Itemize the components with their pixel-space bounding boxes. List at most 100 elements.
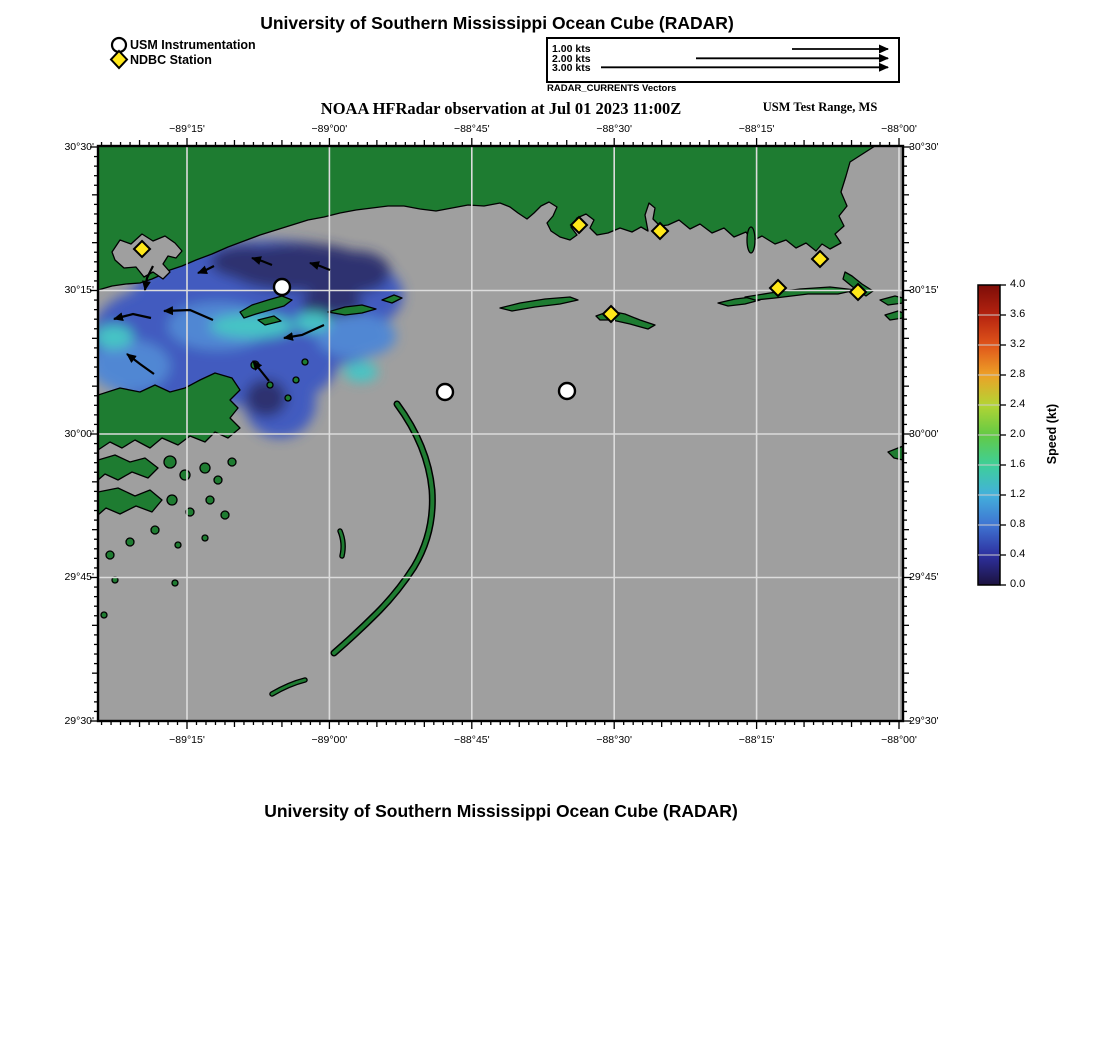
current-vector-arrow xyxy=(197,265,215,275)
marsh-islet xyxy=(201,534,209,542)
current-vectors xyxy=(113,256,331,382)
speed-patch xyxy=(210,245,282,279)
marsh-island xyxy=(98,372,241,451)
colorbar-tick-label: 1.2 xyxy=(1010,488,1026,500)
speed-patch xyxy=(245,379,287,417)
colorbar-tick-label: 2.4 xyxy=(1010,398,1026,410)
station-markers xyxy=(132,215,868,402)
scale-row-2: 2.00 kts xyxy=(552,52,591,65)
lon-label-top: −88°00' xyxy=(881,123,917,135)
lon-label-top: −88°30' xyxy=(596,123,633,135)
current-vector-arrow xyxy=(251,256,273,267)
lon-label-bottom: −89°00' xyxy=(311,734,348,746)
speed-patch xyxy=(210,314,294,338)
colorbar-tick-label: 3.2 xyxy=(1010,338,1026,350)
usm-instrument-marker xyxy=(272,277,292,297)
marsh-islet xyxy=(174,541,182,549)
marsh-islet xyxy=(199,462,211,474)
speed-patch xyxy=(98,325,133,349)
current-vector-arrow xyxy=(113,312,152,322)
legend-label-usm: USM Instrumentation xyxy=(130,38,256,52)
marsh-islet xyxy=(171,579,179,587)
islet xyxy=(284,394,292,402)
current-vector-arrow xyxy=(283,323,325,341)
range-label: USM Test Range, MS xyxy=(762,100,878,114)
lon-label-top: −89°15' xyxy=(169,123,205,135)
lon-label-top: −88°15' xyxy=(738,123,775,135)
marsh-island xyxy=(98,487,163,516)
usm-instrument-marker xyxy=(435,382,455,402)
lon-label-bottom: −89°15' xyxy=(169,734,205,746)
lon-label-bottom: −88°30' xyxy=(596,734,633,746)
island xyxy=(381,294,403,304)
page-title-bottom: University of Southern Mississippi Ocean… xyxy=(264,801,738,821)
lon-label-bottom: −88°00' xyxy=(881,734,917,746)
observation-subtitle: NOAA HFRadar observation at Jul 01 2023 … xyxy=(320,99,682,118)
map-frame xyxy=(96,144,905,723)
ndbc-station-marker xyxy=(810,249,830,269)
island-ship xyxy=(499,296,579,312)
colorbar-tick-label: 2.8 xyxy=(1010,368,1026,380)
colorbar-tick-label: 2.0 xyxy=(1010,428,1026,440)
usm-instrument-marker xyxy=(557,381,577,401)
lat-label-right: 29°45' xyxy=(909,571,939,583)
marsh-islet xyxy=(166,494,178,506)
marsh-island xyxy=(98,454,159,481)
marsh-islet xyxy=(125,537,135,547)
island xyxy=(257,315,282,326)
lat-label-left: 30°15' xyxy=(64,284,94,296)
bay-inlet xyxy=(111,233,183,280)
legend-symbols xyxy=(109,36,129,70)
lat-label-left: 29°45' xyxy=(64,571,94,583)
lat-label-left: 30°00' xyxy=(64,427,94,440)
lat-label-right: 29°30' xyxy=(909,714,939,727)
colorbar-tick-label: 0.8 xyxy=(1010,518,1026,530)
marsh-islet xyxy=(227,457,237,467)
vector-scale-caption: RADAR_CURRENTS Vectors xyxy=(547,83,677,94)
vector-scale-arrows xyxy=(601,44,889,72)
graticule-gridlines xyxy=(98,146,903,721)
colorbar-axis-label: Speed (kt) xyxy=(1045,403,1060,465)
colorbar-tick-label: 1.6 xyxy=(1010,458,1026,470)
current-speed-field xyxy=(98,240,403,438)
islet xyxy=(301,358,309,366)
ndbc-station-marker xyxy=(569,215,589,235)
lon-label-top: −88°45' xyxy=(453,123,490,135)
marsh-islet xyxy=(150,525,160,535)
colorbar-tick-label: 3.6 xyxy=(1010,308,1026,320)
ndbc-station-marker xyxy=(132,239,152,259)
islet xyxy=(292,376,300,384)
colorbar-tick-label: 4.0 xyxy=(1010,278,1026,290)
islet xyxy=(266,381,274,389)
lat-label-left: 29°30' xyxy=(64,714,94,727)
current-vector-arrow xyxy=(252,360,270,382)
current-vector-arrow xyxy=(163,306,214,322)
vector-scale-box xyxy=(546,37,900,83)
lat-label-left: 30°30' xyxy=(64,140,94,153)
ndbc-station-marker xyxy=(848,282,868,302)
speed-patch xyxy=(322,251,390,293)
marsh-islet xyxy=(213,475,223,485)
island xyxy=(327,304,377,316)
speed-patch xyxy=(125,315,175,347)
marsh-islet xyxy=(185,507,195,517)
lat-label-right: 30°00' xyxy=(909,427,939,440)
current-vector-arrow xyxy=(142,265,154,291)
speed-colorbar xyxy=(977,284,1006,586)
lon-label-top: −89°00' xyxy=(311,123,348,135)
marsh-islet xyxy=(179,469,191,481)
current-vector-arrow xyxy=(126,353,155,375)
ndbc-station-icon xyxy=(109,49,129,70)
scale-row-3: 3.00 kts xyxy=(552,62,591,74)
marsh-islets xyxy=(100,455,237,619)
speed-patch xyxy=(316,314,396,358)
marsh-islet xyxy=(220,510,230,520)
speed-patch xyxy=(344,362,378,382)
island-round xyxy=(746,226,756,254)
current-vector-arrow xyxy=(309,261,331,272)
marsh-islet xyxy=(205,495,215,505)
marsh-islet xyxy=(105,550,115,560)
chandeleur-islands xyxy=(269,400,436,697)
